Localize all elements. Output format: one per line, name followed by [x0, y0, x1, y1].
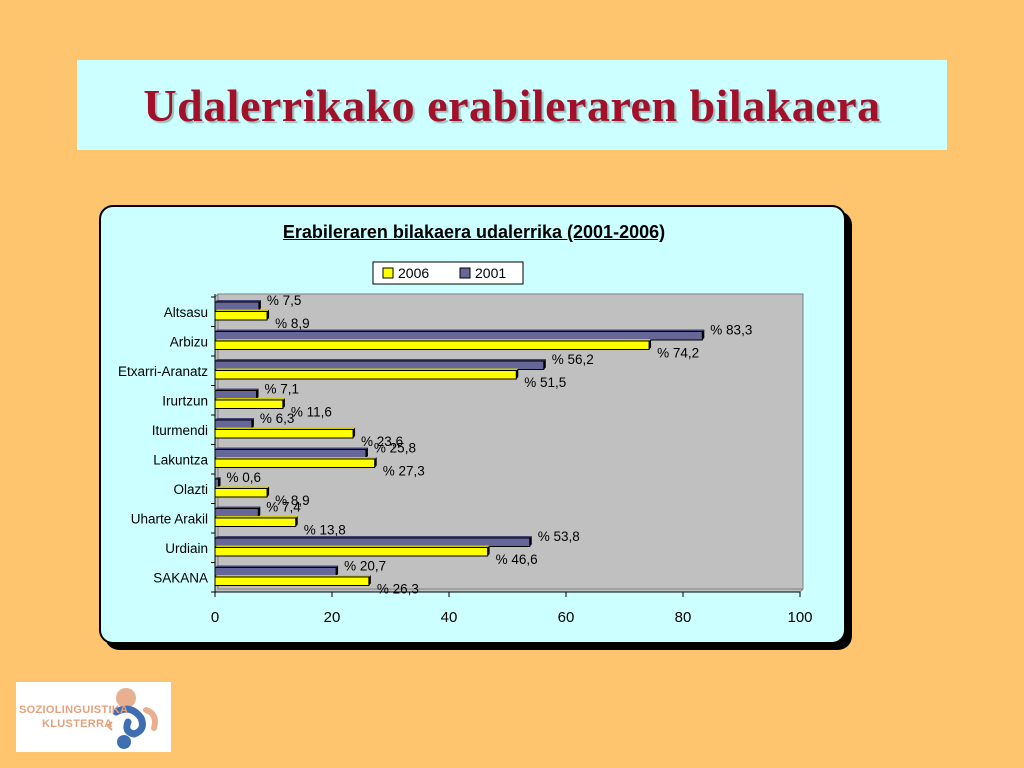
slide-title: Udalerrikako erabileraren bilakaera	[143, 79, 881, 131]
data-label-2001: % 7,1	[265, 382, 300, 397]
category-label: Arbizu	[170, 334, 208, 349]
data-label-2006: % 27,3	[383, 464, 425, 479]
data-label-2001: % 6,3	[260, 411, 295, 426]
bar-2001	[214, 449, 367, 459]
category-label: Etxarri-Aranatz	[118, 364, 208, 379]
bar-side-2006	[267, 486, 270, 497]
bar-side-2001	[543, 359, 546, 370]
data-label-2001: % 83,3	[710, 323, 752, 338]
bar-side-2006	[295, 516, 298, 527]
category-label: Iturmendi	[152, 423, 208, 438]
legend-swatch	[382, 267, 394, 279]
x-tick-label: 0	[211, 609, 219, 626]
bar-2001	[214, 360, 545, 370]
bar-2006	[214, 547, 489, 557]
data-label-2001: % 53,8	[538, 529, 580, 544]
bar-side-2001	[256, 388, 259, 399]
bar-2006	[214, 340, 650, 350]
data-label-2006: % 51,5	[524, 375, 566, 390]
bar-2006	[214, 370, 517, 380]
category-label: Irurtzun	[162, 393, 208, 408]
bar-2001	[214, 390, 258, 400]
kluster-logo: SOZIOLINGUISTIKA KLUSTERRA	[16, 682, 171, 752]
x-tick-label: 20	[324, 609, 341, 626]
bar-2006	[214, 458, 376, 468]
bar-side-2006	[516, 368, 519, 379]
bar-2006	[214, 517, 297, 527]
bar-2006	[214, 311, 268, 321]
x-tick-label: 40	[441, 609, 458, 626]
x-tick-label: 100	[787, 609, 812, 626]
bar-2001	[214, 508, 259, 518]
data-label-2001: % 7,4	[266, 500, 301, 515]
category-label: SAKANA	[153, 570, 208, 585]
category-label: Olazti	[173, 482, 208, 497]
legend-box	[372, 261, 524, 285]
x-tick-label: 60	[558, 609, 575, 626]
data-label-2006: % 13,8	[304, 523, 346, 538]
bar-2001	[214, 301, 260, 311]
bar-2006	[214, 576, 370, 586]
bar-2001	[214, 478, 220, 488]
bar-side-2006	[368, 575, 371, 586]
bar-side-2001	[336, 565, 339, 576]
bar-side-2006	[267, 309, 270, 320]
category-label: Urdiain	[165, 541, 208, 556]
data-label-2006: % 8,9	[275, 493, 310, 508]
bar-2006	[214, 399, 284, 409]
bar-2001	[214, 419, 253, 429]
data-label-2001: % 20,7	[344, 559, 386, 574]
data-label-2006: % 23,6	[361, 434, 403, 449]
x-tick-label: 80	[675, 609, 692, 626]
legend-label: 2001	[475, 265, 506, 281]
logo-line-2: KLUSTERRA	[42, 718, 113, 730]
data-label-2006: % 11,6	[291, 405, 332, 420]
data-label-2001: % 56,2	[552, 352, 594, 367]
kluster-logo-icon	[106, 688, 158, 749]
chart-title: Erabileraren bilakaera udalerrika (2001-…	[282, 222, 666, 242]
data-label-2001: % 0,6	[227, 470, 262, 485]
category-label: Lakuntza	[153, 452, 208, 467]
data-label-2006: % 26,3	[377, 582, 419, 597]
legend-swatch	[459, 267, 471, 279]
bar-2001	[214, 331, 703, 341]
data-label-2001: % 7,5	[267, 293, 302, 308]
category-label: Altsasu	[164, 305, 208, 320]
title-box: Udalerrikako erabileraren bilakaera	[77, 60, 947, 150]
bar-2006	[214, 429, 354, 439]
bar-2006	[214, 488, 268, 498]
bar-2001	[214, 567, 337, 577]
data-label-2001: % 25,8	[374, 441, 416, 456]
data-label-2006: % 46,6	[496, 552, 538, 567]
logo-line-1: SOZIOLINGUISTIKA	[19, 704, 129, 716]
category-label: Uharte Arakil	[131, 511, 208, 526]
bar-side-2001	[258, 506, 261, 517]
legend-label: 2006	[398, 265, 429, 281]
data-label-2006: % 8,9	[275, 316, 310, 331]
data-label-2006: % 74,2	[657, 346, 699, 361]
bar-2001	[214, 537, 531, 547]
